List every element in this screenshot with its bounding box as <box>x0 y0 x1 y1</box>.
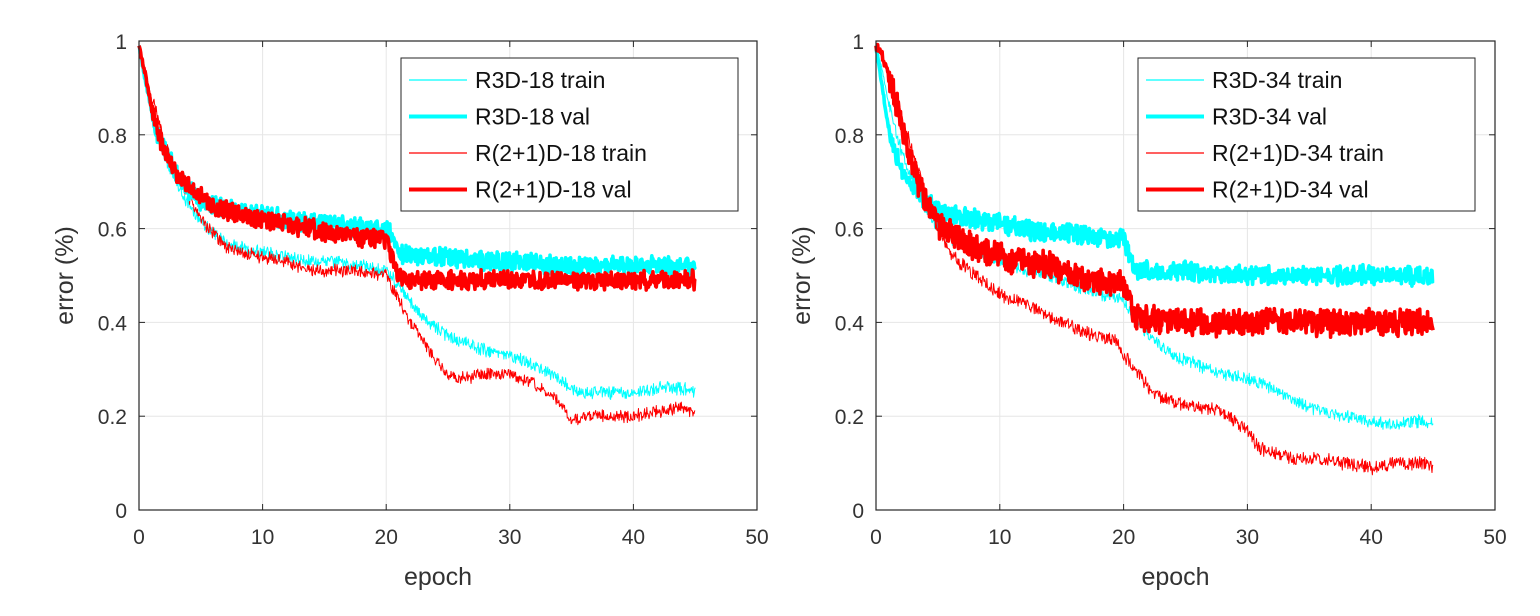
legend: R3D-18 train R3D-18 val R(2+1)D-18 train R(… <box>400 57 739 212</box>
y-tick-label: 0.2 <box>835 406 864 429</box>
legend: R3D-34 train R3D-34 val R(2+1)D-34 train R(… <box>1137 57 1476 212</box>
series-line-r-2-1-d-18-val <box>137 45 697 292</box>
y-tick-label: 0.8 <box>835 125 864 148</box>
x-tick-label: 50 <box>745 526 768 549</box>
x-tick-label: 10 <box>251 526 274 549</box>
legend-entry-label: R(2+1)D-18 val <box>475 177 632 203</box>
legend-entry-label: R3D-18 train <box>475 67 605 93</box>
x-tick-label: 40 <box>622 526 645 549</box>
legend-entry-label: R(2+1)D-34 val <box>1212 177 1369 203</box>
y-tick-label: 0.6 <box>98 219 127 242</box>
y-tick-label: 0.4 <box>835 312 865 335</box>
x-tick-label: 50 <box>1483 526 1506 549</box>
legend-box <box>400 57 739 212</box>
y-tick-label: 0 <box>115 500 127 523</box>
series-line-r3d-34-val <box>874 45 1435 288</box>
axes-frame <box>138 40 758 511</box>
x-tick-label: 30 <box>498 526 521 549</box>
y-tick-label: 0 <box>852 500 864 523</box>
chart-panel-2: 0 10 20 30 40 50 0 0.2 0.4 0.6 0.8 1 epoch error (%) R… <box>788 31 1507 591</box>
legend-box <box>1137 57 1476 212</box>
series-line-r-2-1-d-34-train <box>875 45 1434 476</box>
series-line-r-2-1-d-18-train <box>138 45 696 426</box>
x-tick-label: 0 <box>870 526 882 549</box>
chart-panel-1: 0 10 20 30 40 50 0 0.2 0.4 0.6 0.8 1 epoch error (%) R… <box>51 31 769 591</box>
x-axis-label: epoch <box>404 563 472 591</box>
x-tick-label: 40 <box>1360 526 1383 549</box>
y-tick-label: 0.2 <box>98 406 127 429</box>
legend-entry-label: R3D-34 train <box>1212 67 1342 93</box>
y-tick-label: 0.8 <box>98 125 127 148</box>
y-tick-label: 1 <box>852 31 864 54</box>
legend-entry-label: R(2+1)D-18 train <box>475 140 647 166</box>
x-tick-label: 30 <box>1236 526 1259 549</box>
x-tick-label: 10 <box>988 526 1011 549</box>
x-tick-label: 0 <box>133 526 145 549</box>
axes-frame <box>875 40 1496 511</box>
x-axis-label: epoch <box>1141 563 1209 591</box>
legend-entry-label: R(2+1)D-34 train <box>1212 140 1384 166</box>
x-tick-label: 20 <box>1112 526 1135 549</box>
y-tick-label: 0.6 <box>835 219 864 242</box>
y-axis-label: error (%) <box>51 226 79 325</box>
legend-entry-label: R3D-34 val <box>1212 104 1327 130</box>
legend-entry-label: R3D-18 val <box>475 104 590 130</box>
y-axis-label: error (%) <box>788 226 816 325</box>
series-line-r-2-1-d-34-val <box>874 42 1435 339</box>
x-tick-label: 20 <box>375 526 398 549</box>
y-tick-label: 1 <box>115 31 127 54</box>
y-tick-label: 0.4 <box>98 312 128 335</box>
